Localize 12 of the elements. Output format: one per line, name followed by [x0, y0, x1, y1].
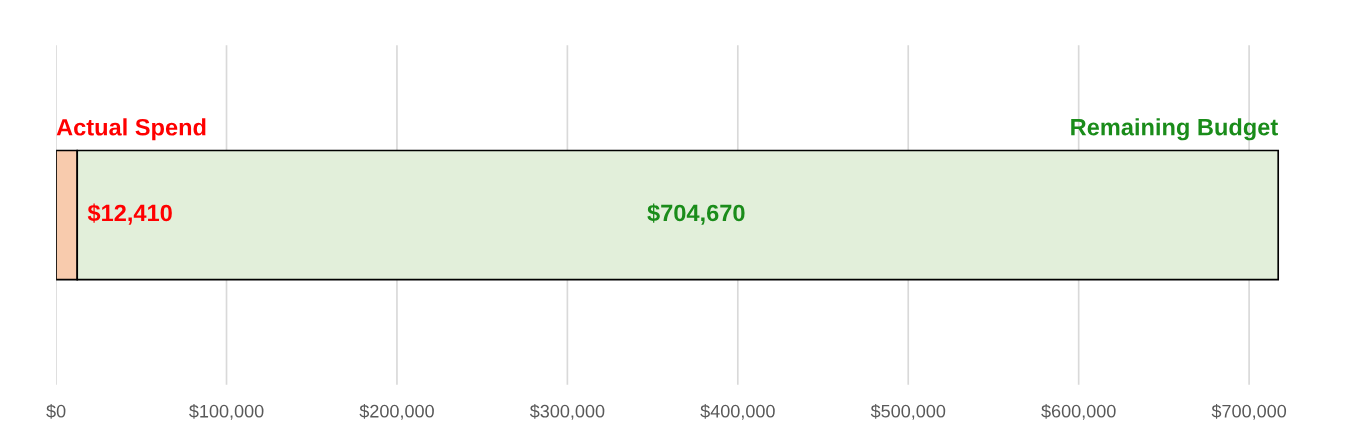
series-label: Actual Spend [56, 118, 206, 141]
x-tick-label: $600,000 [1041, 404, 1116, 420]
x-tick-label: $0 [46, 404, 66, 419]
x-tick-label: $300,000 [529, 404, 605, 420]
data-label: $704,670 [647, 203, 745, 225]
x-tick-label: $100,000 [189, 404, 264, 420]
series-label: Remaining Budget [1071, 118, 1278, 141]
x-tick-label: $400,000 [700, 404, 775, 420]
x-tick-label: $500,000 [870, 404, 946, 420]
x-tick-label: $200,000 [359, 404, 434, 420]
data-label: $12,410 [87, 203, 172, 225]
x-tick-label: $700,000 [1211, 404, 1287, 420]
